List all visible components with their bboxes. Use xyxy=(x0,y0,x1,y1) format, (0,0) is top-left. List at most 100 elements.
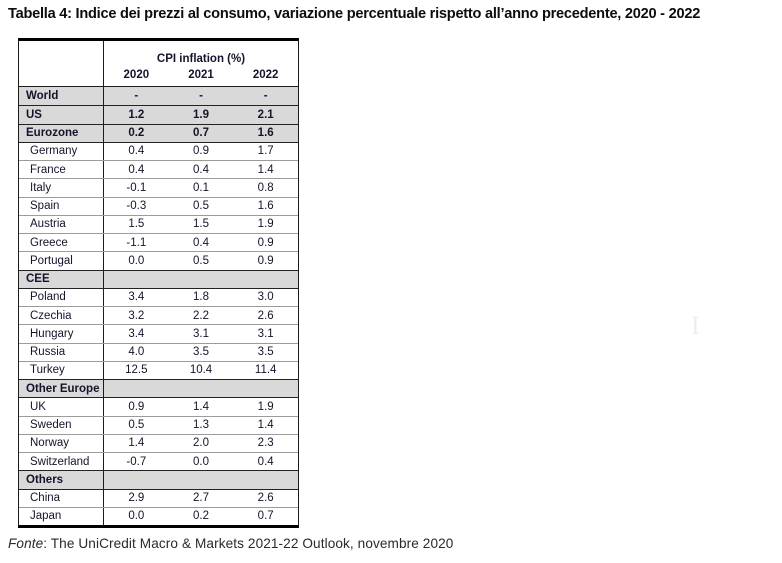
value-cell-2021: 1.4 xyxy=(193,400,209,413)
row-label: Others xyxy=(19,471,104,489)
table-row-norway: Norway 1.4 2.0 2.3 xyxy=(19,433,298,452)
value-cell-2021 xyxy=(169,380,234,397)
row-label: Hungary xyxy=(19,325,104,343)
row-values: 1.2 1.9 2.1 xyxy=(104,106,298,123)
page-title: Tabella 4: Indice dei prezzi al consumo,… xyxy=(8,6,701,22)
value-cell-2021: 10.4 xyxy=(189,364,213,377)
cpi-inflation-table: CPI inflation (%) 2020 2021 2022 World - -… xyxy=(18,38,299,528)
source-note: Fonte: The UniCredit Macro & Markets 202… xyxy=(8,536,453,551)
table-row-germany: Germany 0.4 0.9 1.7 xyxy=(19,141,298,160)
table-row-cee: CEE xyxy=(19,269,298,288)
row-label: Portugal xyxy=(19,252,104,270)
row-label: Spain xyxy=(19,197,104,215)
row-values: 0.2 0.7 1.6 xyxy=(104,125,298,142)
value-cell-2020: 0.4 xyxy=(128,163,145,176)
value-cell-2020: 2.9 xyxy=(128,492,145,505)
row-values xyxy=(104,380,298,397)
row-values: 1.5 1.5 1.9 xyxy=(104,216,298,233)
value-cell-2021: 1.8 xyxy=(193,291,209,304)
row-values: -0.3 0.5 1.6 xyxy=(104,198,298,215)
row-label: UK xyxy=(19,398,104,416)
row-label: Greece xyxy=(19,234,104,252)
value-cell-2022: 1.9 xyxy=(257,218,274,231)
value-cell-2020: -0.3 xyxy=(126,200,147,213)
value-cell-2022: 0.9 xyxy=(257,236,274,249)
value-cell-2021 xyxy=(169,271,234,288)
value-cell-2022: 1.9 xyxy=(257,400,274,413)
row-values: 3.4 1.8 3.0 xyxy=(104,289,298,306)
value-cell-2020 xyxy=(104,271,169,288)
row-values: --- xyxy=(104,87,298,105)
value-cell-2022: - xyxy=(263,90,268,103)
row-values: 2.9 2.7 2.6 xyxy=(104,490,298,507)
table-row-austria: Austria 1.5 1.5 1.9 xyxy=(19,214,298,233)
value-cell-2020: 3.2 xyxy=(128,309,145,322)
value-cell-2021 xyxy=(169,471,234,488)
value-cell-2021: 0.1 xyxy=(193,181,209,194)
row-values xyxy=(104,471,298,488)
row-label: Sweden xyxy=(19,416,104,434)
value-cell-2022: 3.1 xyxy=(257,327,274,340)
row-label: Norway xyxy=(19,434,104,452)
row-values: 1.4 2.0 2.3 xyxy=(104,435,298,452)
value-cell-2022 xyxy=(233,380,298,397)
value-cell-2021: 0.2 xyxy=(193,510,209,523)
scan-artifact: I xyxy=(691,311,700,340)
row-label: Other Europe xyxy=(19,380,104,398)
row-label: France xyxy=(19,161,104,179)
table-row-turkey: Turkey 12.5 10.4 11.4 xyxy=(19,360,298,379)
table-row-greece: Greece -1.1 0.4 0.9 xyxy=(19,233,298,252)
value-cell-2021: 3.5 xyxy=(193,346,209,359)
row-values: 0.4 0.4 1.4 xyxy=(104,161,298,178)
table-header: CPI inflation (%) 2020 2021 2022 xyxy=(19,41,298,87)
table-row-others: Others xyxy=(19,470,298,489)
value-cell-2022: 1.4 xyxy=(257,419,274,432)
value-cell-2022: 2.6 xyxy=(257,309,274,322)
value-cell-2020: 1.5 xyxy=(128,218,145,231)
value-cell-2020 xyxy=(104,380,169,397)
value-cell-2020: -1.1 xyxy=(126,236,147,249)
table-row-china: China 2.9 2.7 2.6 xyxy=(19,488,298,507)
row-values xyxy=(104,271,298,288)
value-cell-2021: 0.7 xyxy=(193,127,209,140)
row-label: Germany xyxy=(19,142,104,160)
value-cell-2020: 0.9 xyxy=(128,400,145,413)
value-cell-2021: 0.0 xyxy=(193,455,209,468)
value-cell-2021: 2.2 xyxy=(193,309,209,322)
value-cell-2022: 2.1 xyxy=(257,108,274,121)
value-cell-2021: - xyxy=(199,90,203,103)
row-values: 0.0 0.2 0.7 xyxy=(104,508,298,525)
value-cell-2021: 0.9 xyxy=(193,145,209,158)
table-row-eurozone: Eurozone 0.2 0.7 1.6 xyxy=(19,123,298,142)
row-values: 0.5 1.3 1.4 xyxy=(104,417,298,434)
value-cell-2021: 1.9 xyxy=(193,108,209,121)
value-cell-2020: 3.4 xyxy=(128,327,145,340)
value-cell-2020: 3.4 xyxy=(128,291,145,304)
value-cell-2021: 3.1 xyxy=(193,327,209,340)
table-row-spain: Spain -0.3 0.5 1.6 xyxy=(19,196,298,215)
row-label: Poland xyxy=(19,288,104,306)
value-cell-2021: 2.7 xyxy=(193,492,209,505)
row-label: Italy xyxy=(19,179,104,197)
value-cell-2022: 0.7 xyxy=(257,510,274,523)
row-values: -0.1 0.1 0.8 xyxy=(104,179,298,196)
value-cell-2021: 0.5 xyxy=(193,254,209,267)
value-cell-2020: 12.5 xyxy=(125,364,148,377)
row-label: Eurozone xyxy=(19,124,104,142)
row-values: 0.4 0.9 1.7 xyxy=(104,143,298,160)
row-values: 0.9 1.4 1.9 xyxy=(104,398,298,415)
value-cell-2021: 1.3 xyxy=(193,419,209,432)
row-values: 3.4 3.1 3.1 xyxy=(104,325,298,342)
row-values: -0.7 0.0 0.4 xyxy=(104,453,298,470)
year-header-2022: 2022 xyxy=(252,69,279,81)
row-label: Czechia xyxy=(19,307,104,325)
table-row-russia: Russia 4.0 3.5 3.5 xyxy=(19,342,298,361)
table-row-switzerland: Switzerland -0.7 0.0 0.4 xyxy=(19,452,298,471)
source-text: : The UniCredit Macro & Markets 2021-22 … xyxy=(43,536,454,551)
header-data-area: CPI inflation (%) 2020 2021 2022 xyxy=(104,41,298,86)
row-label: Russia xyxy=(19,343,104,361)
value-cell-2021: 0.4 xyxy=(193,236,209,249)
value-cell-2021: 1.5 xyxy=(193,218,209,231)
value-cell-2020: 0.5 xyxy=(128,419,145,432)
row-label: US xyxy=(19,106,104,124)
